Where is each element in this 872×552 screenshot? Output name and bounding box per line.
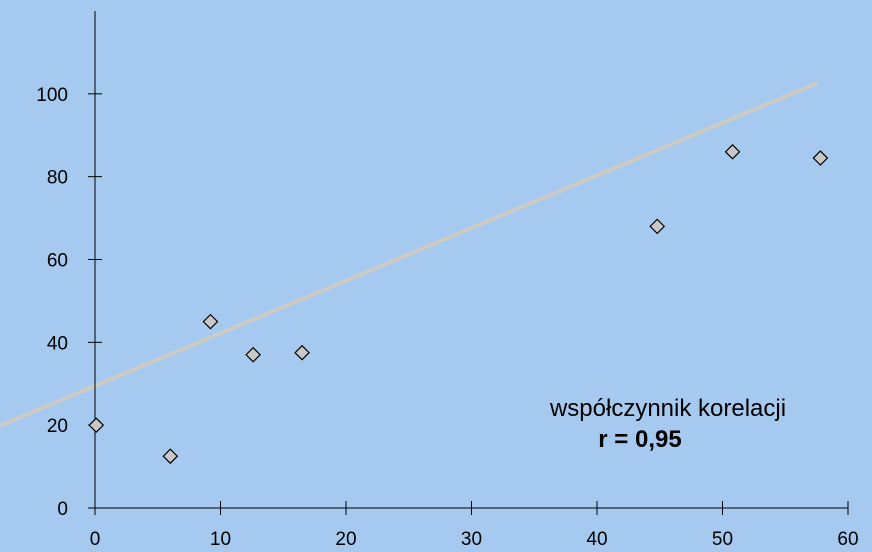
y-tick-label: 0 — [57, 499, 68, 520]
data-point — [294, 344, 310, 361]
y-tick-label: 20 — [47, 416, 68, 437]
trendline — [0, 81, 819, 428]
data-point — [202, 313, 219, 330]
x-tick-label: 40 — [586, 529, 607, 550]
y-tick-label: 60 — [47, 251, 68, 272]
y-tick-label: 100 — [36, 85, 68, 106]
data-point — [812, 150, 829, 166]
data-point — [724, 143, 741, 160]
x-tick-label: 50 — [712, 529, 733, 550]
data-point — [245, 346, 261, 363]
x-tick-label: 20 — [335, 529, 356, 550]
x-tick-label: 30 — [461, 529, 482, 550]
x-tick-label: 0 — [90, 529, 101, 550]
data-point — [649, 218, 666, 235]
data-point — [162, 448, 179, 465]
y-tick-label: 80 — [47, 168, 68, 189]
data-points — [88, 143, 829, 465]
x-tick-label: 10 — [210, 529, 231, 550]
correlation-caption: współczynnik korelacji — [549, 395, 786, 422]
axes: 0 20 40 60 80 100 0 10 20 30 40 50 60 — [36, 11, 859, 550]
correlation-value: r = 0,95 — [598, 426, 681, 453]
data-point — [88, 417, 105, 434]
x-ticks: 0 10 20 30 40 50 60 — [90, 501, 859, 550]
y-tick-label: 40 — [47, 333, 68, 354]
x-tick-label: 60 — [837, 529, 858, 550]
